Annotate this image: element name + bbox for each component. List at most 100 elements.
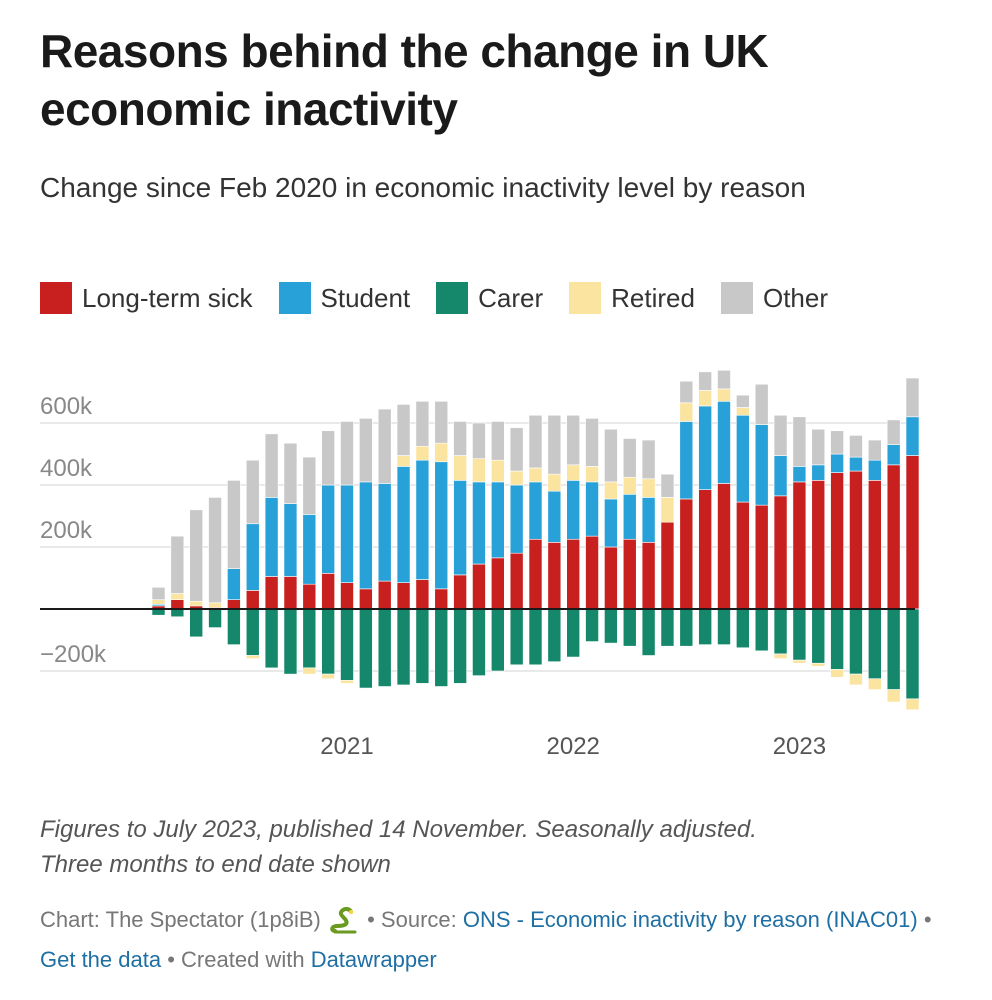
bar-other-2022-08 — [698, 371, 712, 391]
bar-retired-2022-08 — [698, 390, 712, 407]
bar-other-2020-04 — [170, 535, 185, 594]
bar-carer-2020-05 — [189, 608, 203, 638]
legend-swatch-other — [720, 282, 753, 314]
legend-swatch-retired — [569, 282, 602, 314]
bar-retired-2023-02 — [811, 662, 826, 667]
legend-item-retired: Retired — [569, 282, 695, 314]
bar-other-2021-09 — [490, 421, 505, 461]
bar-other-2021-11 — [528, 414, 543, 469]
bar-student-2022-12 — [773, 455, 788, 497]
bar-other-2021-07 — [453, 421, 467, 456]
bar-other-2021-03 — [377, 408, 392, 484]
bar-carer-2022-01 — [566, 608, 581, 658]
bar-retired-2023-04 — [849, 673, 863, 686]
bar-retired-2021-07 — [453, 455, 467, 481]
bar-other-2021-05 — [415, 400, 430, 447]
bar-carer-2021-08 — [472, 608, 486, 676]
bar-long-term-sick-2021-06 — [434, 588, 449, 610]
legend-label-long-term-sick: Long-term sick — [82, 282, 253, 313]
legend-swatch-long-term-sick — [40, 282, 72, 314]
legend-swatch-student — [278, 282, 311, 314]
bar-retired-2022-10 — [736, 407, 750, 416]
bar-carer-2022-07 — [679, 608, 694, 647]
bar-student-2021-09 — [490, 481, 505, 559]
bar-retired-2020-03 — [151, 599, 166, 605]
bar-retired-2022-09 — [717, 388, 731, 402]
bar-retired-2023-06 — [886, 689, 901, 703]
bar-retired-2020-05 — [189, 600, 203, 607]
notes-line-2: Three months to end date shown — [40, 851, 391, 878]
bar-retired-2021-09 — [490, 459, 505, 483]
datawrapper-link[interactable]: Datawrapper — [310, 947, 437, 972]
bar-long-term-sick-2020-12 — [321, 573, 335, 610]
bar-long-term-sick-2022-09 — [717, 483, 731, 610]
bar-other-2022-12 — [773, 414, 788, 456]
bar-retired-2020-08 — [245, 655, 260, 659]
bar-other-2021-01 — [340, 421, 354, 486]
bar-long-term-sick-2023-02 — [811, 480, 826, 610]
bar-other-2020-10 — [283, 442, 298, 504]
bar-carer-2022-08 — [698, 608, 712, 645]
chart-footer: Chart: The Spectator (1p8iB) • Source: O… — [40, 900, 940, 980]
bar-other-2020-08 — [245, 459, 260, 525]
bar-other-2023-06 — [886, 419, 901, 446]
bar-student-2022-04 — [622, 494, 637, 540]
bar-student-2022-08 — [698, 405, 712, 490]
bar-student-2023-01 — [792, 466, 807, 483]
bar-retired-2021-05 — [415, 445, 430, 461]
bar-student-2022-11 — [754, 424, 769, 506]
bar-long-term-sick-2020-04 — [170, 599, 185, 610]
y-tick-label-600k: 600k — [40, 393, 93, 420]
bar-student-2023-04 — [849, 456, 863, 472]
bar-retired-2020-12 — [321, 673, 335, 680]
bar-other-2021-12 — [547, 414, 562, 475]
bar-other-2020-06 — [208, 497, 222, 604]
bar-other-2021-02 — [359, 418, 373, 483]
bar-long-term-sick-2022-06 — [660, 521, 675, 610]
snake-icon — [330, 907, 357, 934]
bar-student-2022-05 — [641, 497, 656, 543]
bar-carer-2023-03 — [830, 608, 844, 670]
bar-student-2023-02 — [811, 464, 826, 481]
bar-other-2020-11 — [302, 456, 317, 515]
bar-student-2021-10 — [509, 484, 524, 554]
bar-student-2020-08 — [245, 523, 260, 591]
bar-carer-2020-10 — [283, 608, 298, 675]
source-link[interactable]: ONS - Economic inactivity by reason (INA… — [462, 907, 918, 932]
bar-other-2020-07 — [227, 480, 241, 570]
stacked-bar-chart: 600k 400k 200k −200k 2021 2022 2023 — [40, 369, 920, 760]
bar-retired-2023-03 — [830, 669, 844, 678]
bar-carer-2022-05 — [641, 608, 656, 656]
footer-separator-3: • — [167, 947, 175, 972]
get-the-data-link[interactable]: Get the data — [40, 947, 162, 972]
bar-other-2023-04 — [849, 435, 863, 458]
bar-long-term-sick-2022-08 — [698, 489, 712, 610]
bar-student-2021-01 — [340, 484, 354, 583]
bar-other-2023-01 — [792, 416, 807, 467]
bar-other-2022-05 — [641, 439, 656, 480]
bar-other-2022-09 — [717, 369, 731, 390]
bar-long-term-sick-2021-05 — [415, 579, 430, 610]
bar-retired-2023-05 — [867, 678, 882, 690]
x-tick-label-2021: 2021 — [320, 733, 373, 760]
bar-long-term-sick-2022-01 — [566, 538, 581, 610]
bar-student-2021-02 — [359, 481, 373, 590]
bar-carer-2020-08 — [245, 608, 260, 656]
legend-item-other: Other — [720, 282, 828, 314]
bar-long-term-sick-2021-11 — [528, 538, 543, 610]
bar-carer-2021-09 — [490, 608, 505, 672]
bar-retired-2020-11 — [302, 667, 317, 675]
bar-long-term-sick-2022-10 — [736, 501, 750, 610]
bar-carer-2020-09 — [264, 608, 279, 669]
bar-other-2021-06 — [434, 400, 449, 444]
legend-label-student: Student — [320, 282, 411, 313]
bar-carer-2021-12 — [547, 608, 562, 663]
bar-carer-2021-11 — [528, 608, 543, 666]
bar-retired-2022-02 — [585, 466, 599, 483]
bar-retired-2022-07 — [679, 402, 694, 422]
bar-carer-2020-06 — [208, 608, 222, 628]
chart-subtitle: Change since Feb 2020 in economic inacti… — [40, 172, 806, 203]
bar-student-2022-09 — [717, 400, 731, 484]
bar-retired-2023-07 — [905, 698, 920, 711]
